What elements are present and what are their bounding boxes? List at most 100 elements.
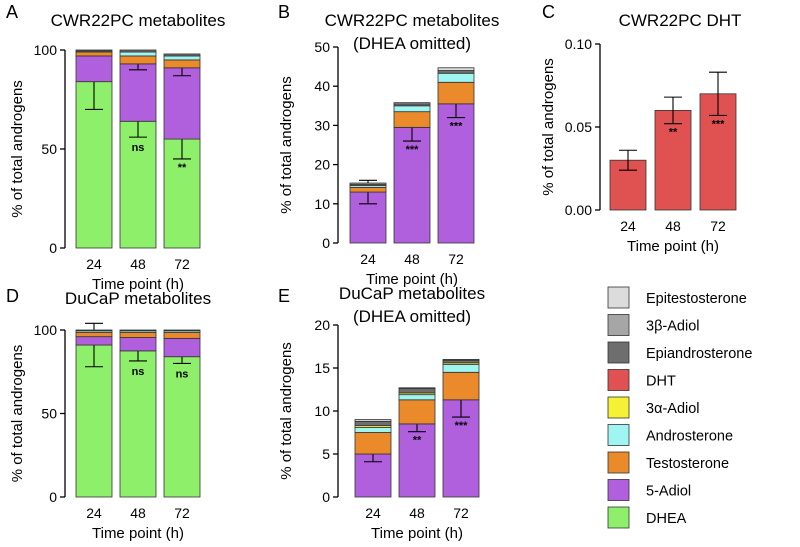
bar-segment-a	[75, 55, 113, 83]
y-tick-label-b: 0	[322, 235, 330, 251]
bar-segment-a	[119, 51, 157, 57]
bar-segment-a	[119, 120, 157, 249]
significance-label-a: **	[178, 162, 187, 174]
bar-segment-b	[393, 105, 431, 113]
y-tick-label-c: 0.05	[565, 119, 592, 135]
chart-title-e: (DHEA omitted)	[353, 307, 471, 326]
bar-segment-d	[119, 332, 157, 338]
significance-label-e: **	[413, 435, 422, 447]
y-axis-label-d: % of total androgens	[9, 345, 26, 483]
panel-letter-b: B	[278, 2, 290, 22]
x-axis-label-d: Time point (h)	[92, 525, 184, 542]
y-axis-label-c: % of total androgens	[540, 58, 557, 196]
bar-segment-e	[354, 420, 392, 427]
bar-segment-e	[354, 432, 392, 455]
bar-segment-b	[437, 72, 475, 83]
y-tick-label-e: 10	[314, 403, 330, 419]
bar-segment-a	[163, 59, 201, 69]
bar-segment-e	[442, 371, 480, 401]
significance-label-b: ***	[450, 121, 464, 133]
bar-segment-b	[437, 103, 475, 244]
legend-label: Androsterone	[646, 429, 733, 445]
bar-segment-d	[75, 332, 113, 338]
bar-segment-a	[75, 51, 113, 57]
legend-label: 3β-Adiol	[646, 319, 699, 335]
legend-swatch	[607, 286, 630, 309]
significance-label-a: ns	[132, 142, 145, 154]
y-tick-label-d: 0	[49, 489, 57, 505]
x-tick-label-c: 48	[665, 218, 681, 234]
y-tick-label-e: 20	[314, 317, 330, 333]
bar-segment-d	[163, 337, 201, 358]
bar-segment-b	[437, 81, 475, 105]
legend-swatch	[607, 369, 630, 391]
legend-label: Testosterone	[646, 456, 729, 472]
bar-segment-a	[119, 55, 157, 65]
y-tick-label-b: 20	[314, 157, 330, 173]
bar-segment-e	[354, 426, 392, 433]
x-tick-label-d: 72	[174, 505, 190, 521]
x-tick-label-b: 48	[404, 251, 420, 267]
y-tick-label-c: 0.10	[565, 36, 592, 52]
x-tick-label-d: 48	[130, 505, 146, 521]
bar-segment-d	[75, 329, 113, 332]
chart-title-b: CWR22PC metabolites	[325, 11, 500, 30]
x-axis-label-c: Time point (h)	[627, 238, 719, 255]
bar-segment-d	[119, 350, 157, 498]
chart-title-e: DuCaP metabolites	[339, 284, 485, 303]
x-tick-label-e: 24	[365, 505, 381, 521]
legend-label: DHT	[646, 374, 676, 390]
bar-segment-b	[437, 67, 475, 71]
y-tick-label-c: 0.00	[565, 202, 592, 218]
chart-title-b: (DHEA omitted)	[353, 34, 471, 53]
significance-label-d: ns	[132, 366, 145, 378]
bar-segment-b	[393, 111, 431, 128]
bar-segment-a	[119, 63, 157, 122]
significance-label-e: ***	[455, 420, 469, 432]
x-tick-label-c: 24	[620, 218, 636, 234]
significance-label-c: **	[669, 127, 678, 139]
bar-segment-e	[398, 388, 436, 394]
y-tick-label-a: 0	[49, 240, 57, 256]
x-tick-label-e: 72	[453, 505, 469, 521]
panel-letter-c: C	[542, 2, 555, 22]
bar-segment-d	[163, 332, 201, 339]
y-tick-label-b: 30	[314, 117, 330, 133]
y-axis-label-a: % of total androgens	[9, 80, 26, 218]
x-axis-label-e: Time point (h)	[371, 525, 463, 542]
bar-segment-e	[442, 364, 480, 373]
bar-segment-e	[398, 394, 436, 401]
bar-segment-d	[119, 329, 157, 332]
y-tick-label-a: 100	[34, 42, 58, 58]
bar-segment-d	[119, 337, 157, 352]
x-axis-label-b: Time point (h)	[366, 271, 458, 288]
significance-label-d: ns	[176, 368, 189, 380]
y-tick-label-d: 50	[41, 406, 57, 422]
x-tick-label-b: 72	[448, 251, 464, 267]
bar-segment-e	[398, 399, 436, 425]
legend-label: DHEA	[646, 511, 687, 527]
x-tick-label-b: 24	[360, 251, 376, 267]
significance-label-b: ***	[406, 144, 420, 156]
chart-title-a: CWR22PC metabolites	[51, 11, 226, 30]
y-tick-label-e: 15	[314, 360, 330, 376]
legend-swatch	[607, 479, 630, 501]
bar-segment-d	[163, 356, 201, 498]
bar-segment-a	[163, 55, 201, 61]
legend-label: 3α-Adiol	[646, 401, 700, 417]
bar-segment-d	[163, 329, 201, 332]
bar-segment-b	[349, 182, 387, 185]
y-tick-label-b: 10	[314, 196, 330, 212]
bar-segment-a	[163, 67, 201, 140]
y-tick-label-e: 5	[322, 446, 330, 462]
panel-letter-d: D	[6, 286, 19, 306]
y-tick-label-a: 50	[41, 141, 57, 157]
y-tick-label-b: 50	[314, 39, 330, 55]
bar-segment-b	[437, 70, 475, 74]
legend-label: Epiandrosterone	[646, 346, 752, 362]
x-tick-label-c: 72	[710, 218, 726, 234]
legend-label: 5-Adiol	[646, 484, 691, 500]
legend-swatch	[607, 396, 630, 419]
legend-swatch	[607, 341, 630, 364]
